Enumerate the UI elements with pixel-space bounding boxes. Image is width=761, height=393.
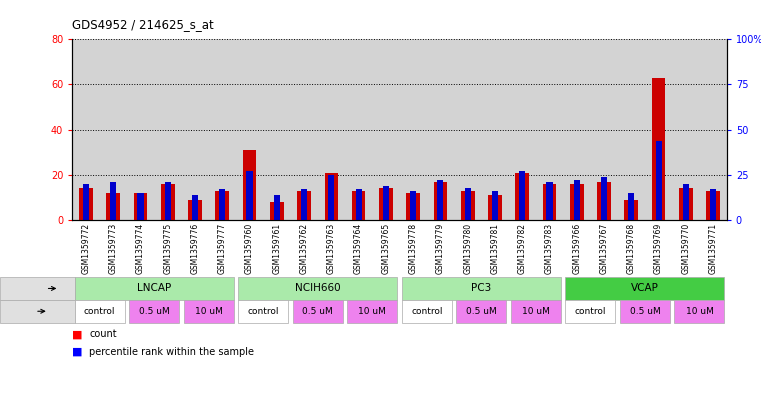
Text: count: count (89, 329, 116, 340)
Text: control: control (411, 307, 443, 316)
Text: percentile rank within the sample: percentile rank within the sample (89, 347, 254, 357)
Text: control: control (247, 307, 279, 316)
Bar (546, 182, 552, 220)
Bar (383, 186, 389, 220)
Bar (651, 78, 665, 220)
Text: 10 uM: 10 uM (358, 307, 386, 316)
Text: control: control (84, 307, 116, 316)
Bar (107, 193, 120, 220)
Bar (243, 150, 256, 220)
Text: 0.5 uM: 0.5 uM (139, 307, 170, 316)
Text: 10 uM: 10 uM (522, 307, 549, 316)
Bar (274, 195, 280, 220)
Bar (629, 193, 635, 220)
Bar (492, 191, 498, 220)
Bar (83, 184, 89, 220)
Text: 0.5 uM: 0.5 uM (629, 307, 661, 316)
Bar (134, 193, 148, 220)
Bar (298, 191, 311, 220)
Bar (161, 184, 174, 220)
Bar (410, 191, 416, 220)
Bar (543, 184, 556, 220)
Bar (192, 195, 198, 220)
Bar (706, 191, 720, 220)
Bar (352, 191, 365, 220)
Bar (164, 182, 170, 220)
Text: LNCAP: LNCAP (137, 283, 171, 294)
Bar (465, 187, 471, 220)
Text: 0.5 uM: 0.5 uM (466, 307, 497, 316)
Bar (515, 173, 529, 220)
Bar (710, 189, 716, 220)
Bar (379, 189, 393, 220)
Bar (188, 200, 202, 220)
Bar (270, 202, 284, 220)
Bar (138, 193, 144, 220)
Text: 0.5 uM: 0.5 uM (302, 307, 333, 316)
Text: VCAP: VCAP (631, 283, 659, 294)
Bar (519, 171, 525, 220)
Text: NCIH660: NCIH660 (295, 283, 340, 294)
Text: dose: dose (1, 307, 22, 316)
Text: PC3: PC3 (471, 283, 492, 294)
Bar (110, 182, 116, 220)
Bar (461, 191, 475, 220)
Bar (679, 189, 693, 220)
Bar (215, 191, 229, 220)
Bar (79, 189, 93, 220)
Bar (434, 182, 447, 220)
Bar (406, 193, 420, 220)
Text: 10 uM: 10 uM (195, 307, 222, 316)
Bar (574, 180, 580, 220)
Text: ■: ■ (72, 329, 83, 340)
Bar (355, 189, 361, 220)
Bar (597, 182, 611, 220)
Bar (570, 184, 584, 220)
Bar (219, 189, 225, 220)
Text: ■: ■ (72, 347, 83, 357)
Bar (247, 171, 253, 220)
Text: GDS4952 / 214625_s_at: GDS4952 / 214625_s_at (72, 18, 214, 31)
Bar (625, 200, 638, 220)
Text: 10 uM: 10 uM (686, 307, 713, 316)
Bar (438, 180, 444, 220)
Bar (601, 177, 607, 220)
Bar (324, 173, 338, 220)
Bar (328, 175, 334, 220)
Bar (683, 184, 689, 220)
Bar (655, 141, 661, 220)
Bar (301, 189, 307, 220)
Bar (488, 195, 501, 220)
Text: control: control (575, 307, 607, 316)
Text: cell line: cell line (1, 284, 36, 293)
